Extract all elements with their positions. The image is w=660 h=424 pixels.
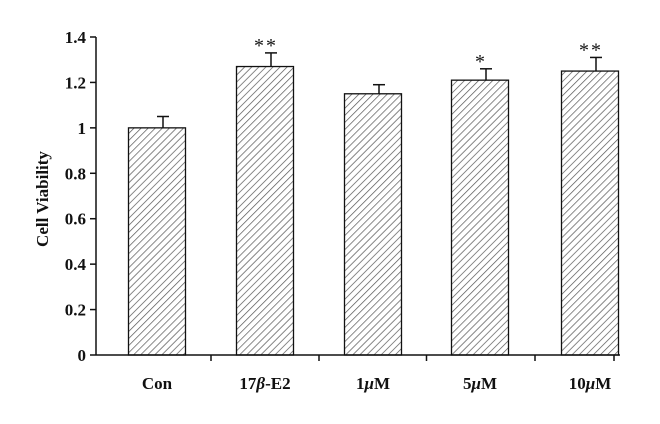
error-bar: [157, 115, 169, 128]
error-bar: [590, 56, 602, 72]
axes-layer: [95, 37, 620, 356]
y-tick-label: 0.4: [65, 255, 87, 274]
error-bar: [373, 83, 385, 94]
y-tick-label: 0.2: [65, 301, 86, 320]
y-axis-title: Cell Viability: [33, 151, 52, 247]
bars-layer: *****: [127, 35, 620, 356]
bar: [450, 79, 510, 356]
significance-label: **: [254, 35, 278, 57]
x-category-label: 5μM: [463, 374, 497, 393]
y-tick-label: 0: [78, 346, 87, 365]
error-bar: [265, 52, 277, 67]
y-tick-label: 1.2: [65, 73, 86, 92]
y-ticks: 0 0.2 0.4 0.6 0.8 1 1.2 1.4: [65, 28, 96, 365]
y-tick-label: 0.8: [65, 164, 86, 183]
x-category-labels: Con 17β-E2 1μM 5μM 10μM: [142, 355, 615, 393]
y-tick-label: 1.4: [65, 28, 87, 47]
y-tick-label: 1: [78, 119, 87, 138]
significance-label: **: [579, 39, 603, 61]
y-tick-label: 0.6: [65, 210, 86, 229]
x-category-label: 10μM: [569, 374, 612, 393]
bar: [127, 127, 187, 356]
significance-label: *: [475, 51, 487, 73]
x-category-label: 17β-E2: [239, 374, 290, 393]
bar: [560, 70, 620, 356]
x-category-label: 1μM: [356, 374, 390, 393]
x-category-label: Con: [142, 374, 173, 393]
error-bar: [480, 68, 492, 81]
bar: [235, 65, 295, 356]
bar: [343, 93, 403, 356]
